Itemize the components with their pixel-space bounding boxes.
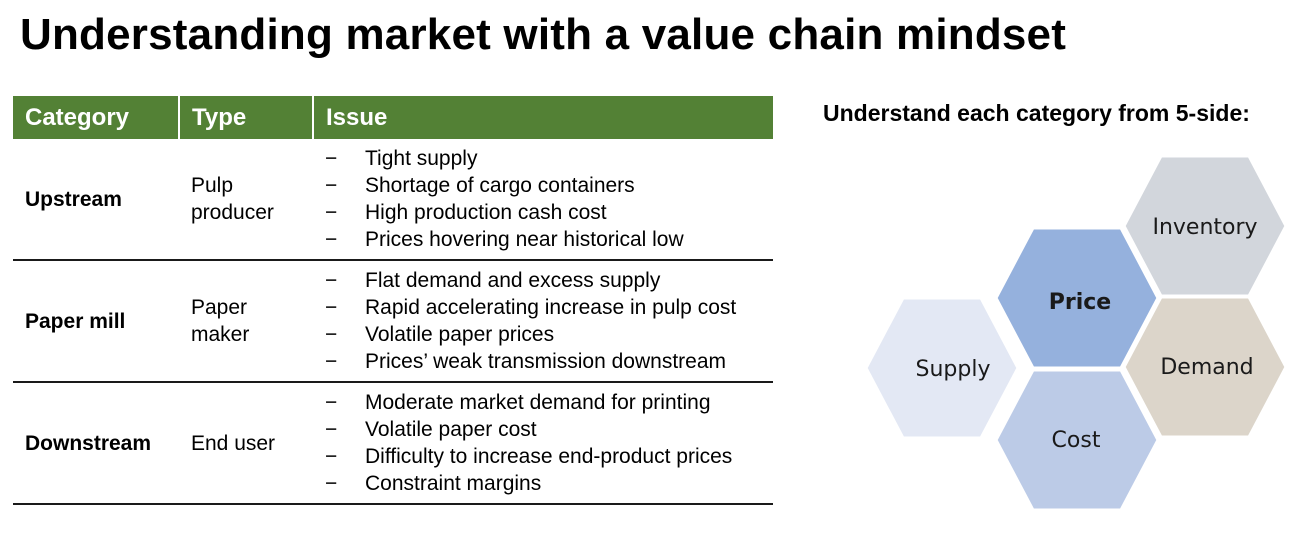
type-cell: Pulp producer: [179, 139, 313, 261]
list-item: − Constraint margins: [325, 470, 761, 497]
list-item: − Tight supply: [325, 145, 761, 172]
type-cell: End user: [179, 382, 313, 505]
issue-text: Shortage of cargo containers: [365, 174, 635, 197]
bullet-dash: −: [325, 445, 338, 468]
list-item: − Flat demand and excess supply: [325, 267, 761, 294]
issue-cell: − Moderate market demand for printing − Vo…: [313, 382, 773, 505]
issue-text: Difficulty to increase end-product price…: [365, 445, 733, 468]
table-row: Downstream End user − Moderate market dem…: [13, 382, 773, 505]
header-type: Type: [179, 96, 314, 139]
issue-text: Tight supply: [365, 147, 478, 170]
hexagon-price: Price: [994, 226, 1160, 370]
issue-list: − Flat demand and excess supply − Rapid ac…: [325, 267, 761, 375]
category-cell: Paper mill: [13, 260, 179, 383]
hexagon-inventory: Inventory: [1122, 154, 1288, 298]
issue-text: Constraint margins: [365, 472, 542, 495]
hexagon-label: Supply: [916, 357, 991, 382]
table-row: Paper mill Paper maker − Flat demand and …: [13, 260, 773, 383]
issue-text: Prices hovering near historical low: [365, 228, 684, 251]
list-item: − High production cash cost: [325, 199, 761, 226]
bullet-dash: −: [325, 323, 338, 346]
table-header-row: Category Type Issue: [13, 96, 773, 139]
page-title: Understanding market with a value chain …: [20, 10, 1067, 59]
bullet-dash: −: [325, 391, 338, 414]
list-item: − Moderate market demand for printing: [325, 389, 761, 416]
hexagon-shape: [1122, 295, 1288, 439]
issue-cell: − Tight supply − Shortage of cargo contain…: [313, 139, 773, 261]
hexagon-cost: Cost: [994, 368, 1160, 512]
category-table: Category Type Issue Upstream Pulp produc…: [13, 96, 773, 505]
type-cell: Paper maker: [179, 260, 313, 383]
issue-text: Volatile paper prices: [365, 323, 555, 346]
category-cell: Downstream: [13, 382, 179, 505]
issue-text: Prices’ weak transmission downstream: [365, 350, 727, 373]
hexagon-shape: [994, 368, 1160, 512]
list-item: − Difficulty to increase end-product pric…: [325, 443, 761, 470]
issue-text: High production cash cost: [365, 201, 607, 224]
header-category: Category: [13, 96, 180, 139]
bullet-dash: −: [325, 418, 338, 441]
hexagon-supply: Supply: [864, 296, 1020, 440]
five-side-hexagon-diagram: Supply Inventory Demand Cost Price: [864, 154, 1288, 512]
bullet-dash: −: [325, 228, 338, 251]
issue-text: Rapid accelerating increase in pulp cost: [365, 296, 737, 319]
hexagon-label: Price: [1049, 290, 1111, 315]
diagram-subtitle: Understand each category from 5-side:: [823, 100, 1250, 126]
list-item: − Volatile paper cost: [325, 416, 761, 443]
table-row: Upstream Pulp producer − Tight supply − Sh…: [13, 139, 773, 261]
list-item: − Volatile paper prices: [325, 321, 761, 348]
bullet-dash: −: [325, 174, 338, 197]
hexagon-demand: Demand: [1122, 295, 1288, 439]
list-item: − Prices’ weak transmission downstream: [325, 348, 761, 375]
hexagon-label: Demand: [1160, 355, 1253, 380]
bullet-dash: −: [325, 147, 338, 170]
issue-list: − Moderate market demand for printing − Vo…: [325, 389, 761, 497]
list-item: − Rapid accelerating increase in pulp cos…: [325, 294, 761, 321]
issue-text: Moderate market demand for printing: [365, 391, 711, 414]
bullet-dash: −: [325, 296, 338, 319]
bullet-dash: −: [325, 350, 338, 373]
issue-cell: − Flat demand and excess supply − Rapid ac…: [313, 260, 773, 383]
list-item: − Prices hovering near historical low: [325, 226, 761, 253]
bullet-dash: −: [325, 269, 338, 292]
issue-text: Flat demand and excess supply: [365, 269, 661, 292]
hexagon-label: Inventory: [1152, 215, 1257, 240]
issue-list: − Tight supply − Shortage of cargo contain…: [325, 145, 761, 253]
issue-text: Volatile paper cost: [365, 418, 537, 441]
header-issue: Issue: [313, 96, 773, 139]
list-item: − Shortage of cargo containers: [325, 172, 761, 199]
bullet-dash: −: [325, 472, 338, 495]
hexagon-shape: [994, 226, 1160, 370]
hexagon-label: Cost: [1052, 428, 1101, 453]
hexagon-shape: [864, 296, 1020, 440]
bullet-dash: −: [325, 201, 338, 224]
category-cell: Upstream: [13, 139, 179, 261]
